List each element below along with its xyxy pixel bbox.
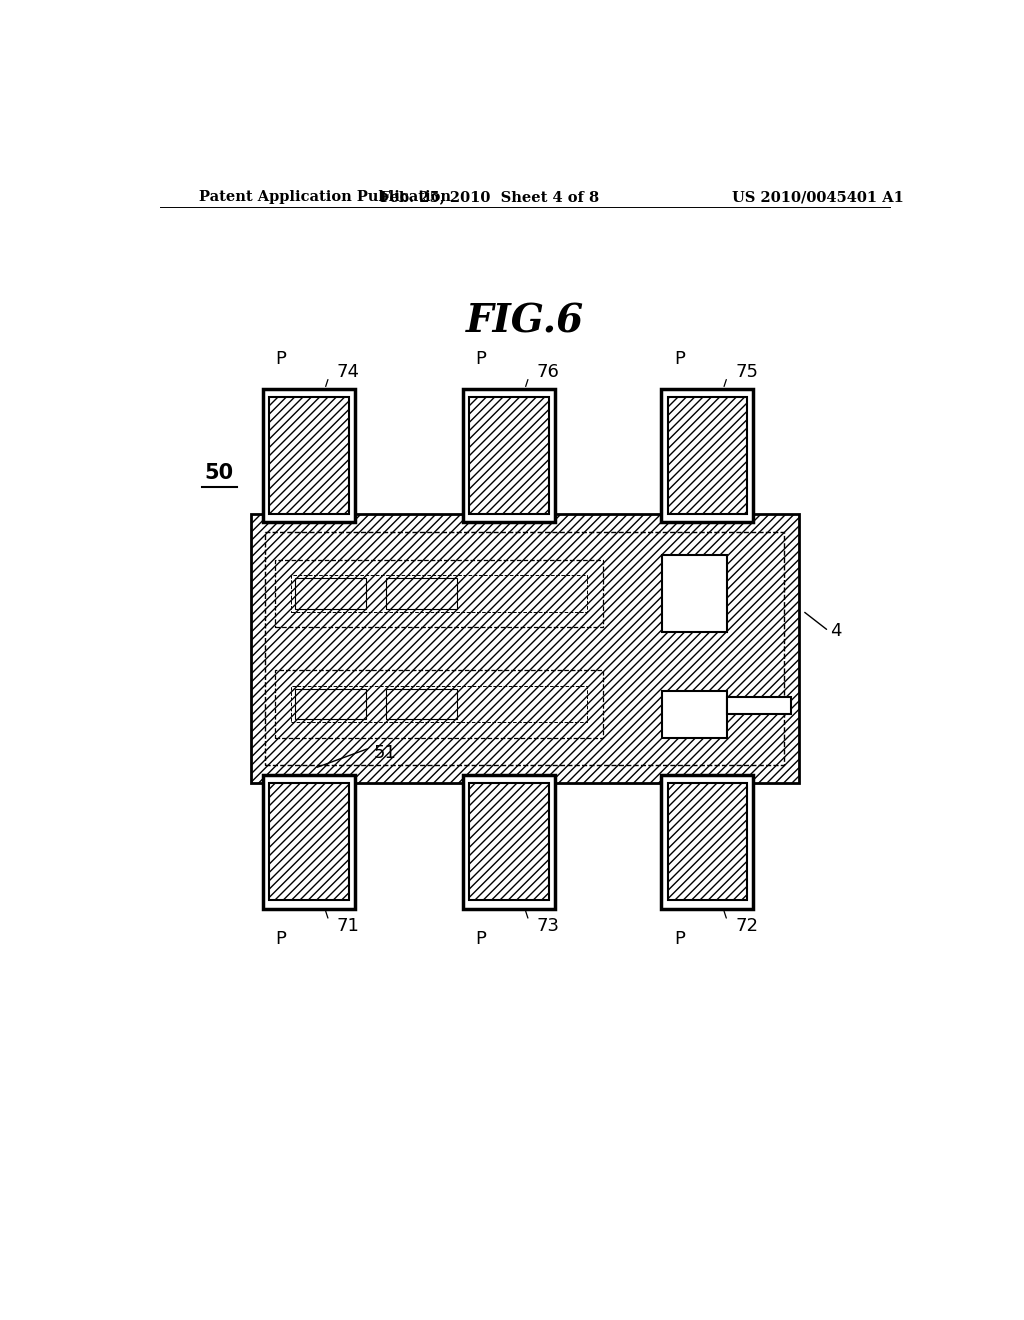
Text: 72: 72	[735, 917, 758, 935]
Bar	[386, 578, 458, 609]
Bar	[265, 532, 784, 766]
Bar	[269, 397, 348, 515]
Bar	[469, 784, 549, 900]
Bar	[727, 697, 791, 714]
Bar	[263, 389, 355, 523]
Bar	[274, 671, 603, 738]
Text: P: P	[674, 350, 685, 368]
Text: Feb. 25, 2010  Sheet 4 of 8: Feb. 25, 2010 Sheet 4 of 8	[380, 190, 599, 205]
Text: Patent Application Publication: Patent Application Publication	[200, 190, 452, 205]
Text: P: P	[476, 350, 486, 368]
Bar	[295, 689, 367, 719]
Text: 74: 74	[337, 363, 359, 381]
Text: 4: 4	[830, 622, 842, 640]
Bar	[463, 775, 555, 908]
Text: 51: 51	[374, 744, 397, 762]
Bar	[386, 689, 458, 719]
Bar	[463, 389, 555, 523]
Bar	[668, 397, 748, 515]
Bar	[263, 775, 355, 908]
Text: 50: 50	[205, 463, 233, 483]
Bar	[469, 397, 549, 515]
Text: P: P	[275, 931, 287, 948]
Text: FIG.6: FIG.6	[466, 302, 584, 341]
Text: P: P	[674, 931, 685, 948]
Bar	[291, 576, 588, 612]
Text: 73: 73	[537, 917, 560, 935]
Bar	[662, 389, 754, 523]
Bar	[295, 578, 367, 609]
Bar	[662, 775, 754, 908]
Bar	[662, 554, 727, 632]
Text: P: P	[275, 350, 287, 368]
Bar	[274, 560, 603, 627]
Text: 76: 76	[537, 363, 559, 381]
Text: US 2010/0045401 A1: US 2010/0045401 A1	[732, 190, 904, 205]
Bar	[668, 784, 748, 900]
Bar	[251, 515, 799, 784]
Bar	[269, 784, 348, 900]
Bar	[291, 685, 588, 722]
Bar	[662, 690, 727, 738]
Text: 71: 71	[337, 917, 359, 935]
Text: P: P	[476, 931, 486, 948]
Text: 75: 75	[735, 363, 758, 381]
